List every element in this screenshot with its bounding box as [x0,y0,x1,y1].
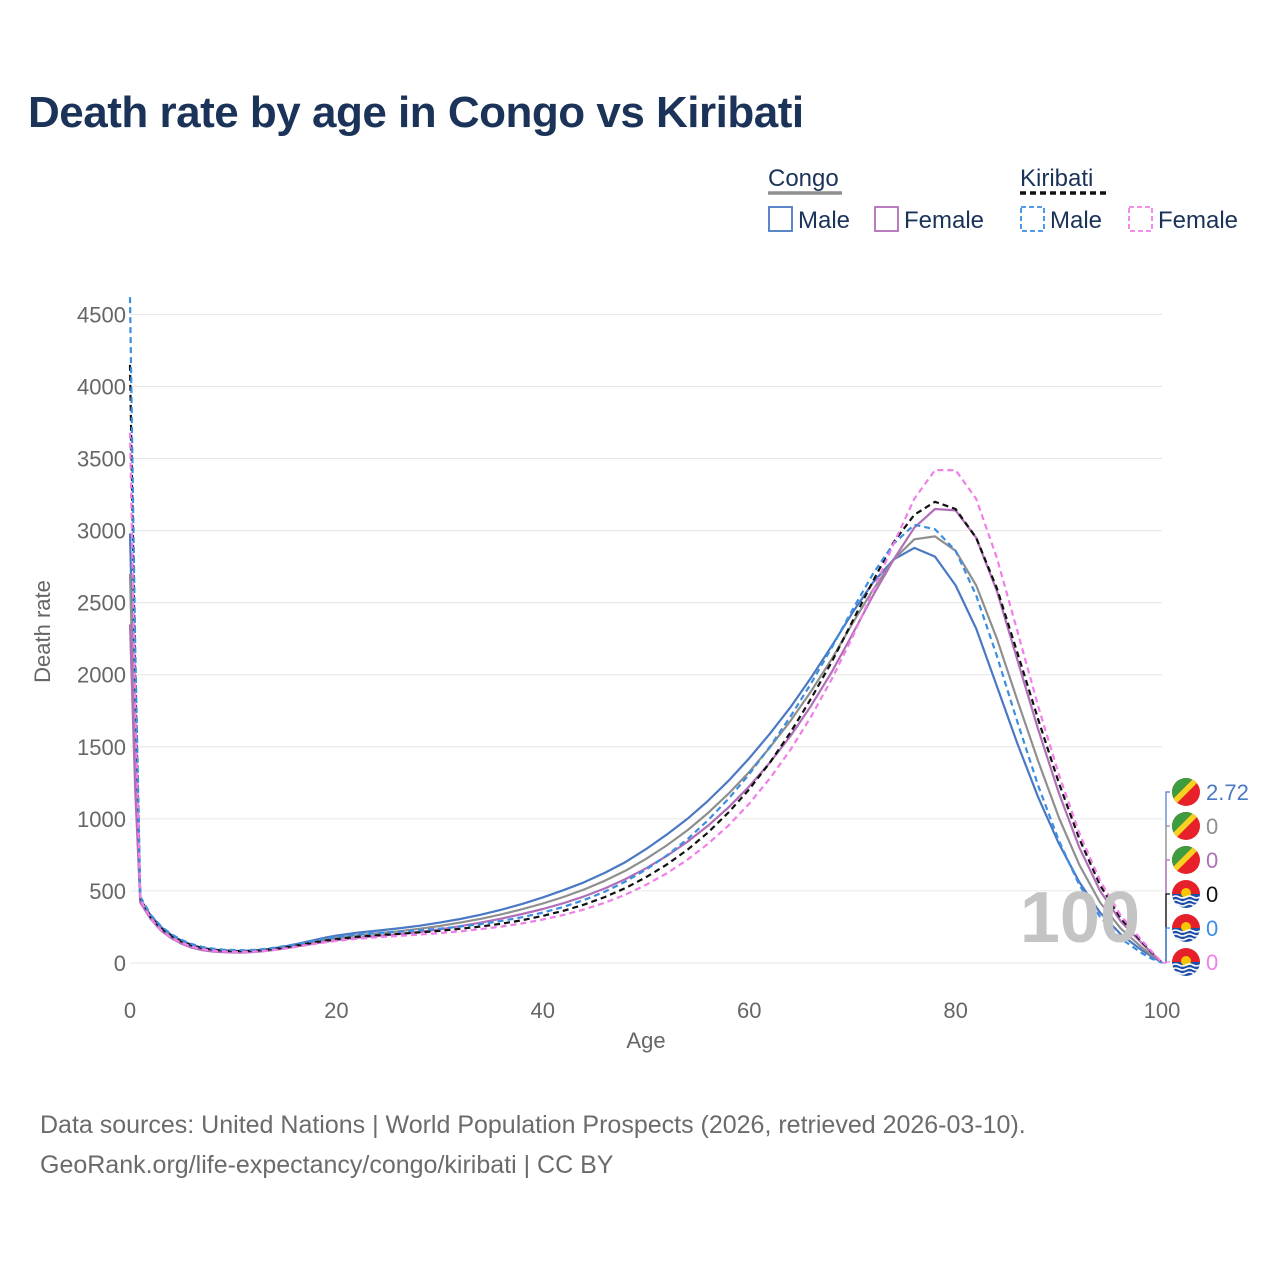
footer-url[interactable]: GeoRank.org/life-expectancy/congo/kiriba… [40,1151,614,1179]
footer: Data sources: United Nations | World Pop… [40,1105,1026,1185]
x-tick-label: 0 [124,998,136,1023]
series-line-congo-total [128,535,1163,964]
chart-title: Death rate by age in Congo vs Kiribati [28,88,804,137]
x-tick-label: 40 [531,998,555,1023]
congo-flag-icon [1172,812,1200,840]
y-tick-label: 0 [114,951,126,976]
legend-group-title: Congo [768,165,839,192]
grid [130,313,1162,964]
congo-flag-icon [1172,846,1200,874]
x-tick-label: 80 [943,998,967,1023]
series-line-congo-female [128,507,1163,964]
series-line-kiribati-total [128,364,1163,964]
legend-group-title: Kiribati [1020,165,1093,192]
y-tick-label: 4500 [77,302,126,327]
end-label-connector [1162,927,1170,964]
y-tick-label: 500 [89,879,126,904]
end-label-value: 0 [1206,814,1218,839]
series-line-kiribati-male [128,297,1163,964]
end-label-connector [1162,961,1170,964]
end-label-value: 2.72 [1206,780,1249,805]
y-tick-label: 1500 [77,735,126,760]
legend-item-label: Female [904,207,984,234]
year-watermark: 100 [1020,878,1140,958]
y-tick-label: 1000 [77,807,126,832]
series-line-kiribati-female [128,432,1163,964]
end-label-value: 0 [1206,882,1218,907]
kiribati-flag-icon [1172,948,1200,976]
legend-swatch-male [768,206,793,232]
y-axis-label: Death rate [30,580,55,683]
y-tick-label: 2500 [77,591,126,616]
axes: 0 500 1000 1500 2000 2500 3000 3500 4000 4500 0 20 4… [30,302,1180,1053]
end-labels: 2.72 0 0 0 0 0 [1162,778,1249,976]
series-layer [128,297,1163,964]
series-line-congo-male [128,533,1163,964]
legend-item-label: Male [798,207,850,234]
end-label-value: 0 [1206,950,1218,975]
x-tick-label: 60 [737,998,761,1023]
legend-swatch-female [1128,206,1153,232]
y-tick-label: 2000 [77,663,126,688]
y-tick-label: 3000 [77,519,126,544]
legend[interactable]: Congo Male Female Kiribati Male Female [768,165,1238,234]
x-tick-label: 20 [324,998,348,1023]
legend-item-label: Male [1050,207,1102,234]
legend-item-label: Female [1158,207,1238,234]
end-label-value: 0 [1206,916,1218,941]
footer-sources: Data sources: United Nations | World Pop… [40,1111,1026,1139]
legend-swatch-female [874,206,899,232]
congo-flag-icon [1172,778,1200,806]
watermark-layer: 100 [1020,878,1140,958]
y-tick-label: 4000 [77,374,126,399]
kiribati-flag-icon [1172,914,1200,942]
x-tick-label: 100 [1144,998,1181,1023]
end-label-value: 0 [1206,848,1218,873]
x-axis-label: Age [626,1028,665,1053]
kiribati-flag-icon [1172,880,1200,908]
y-tick-label: 3500 [77,447,126,472]
legend-swatch-male [1020,206,1045,232]
